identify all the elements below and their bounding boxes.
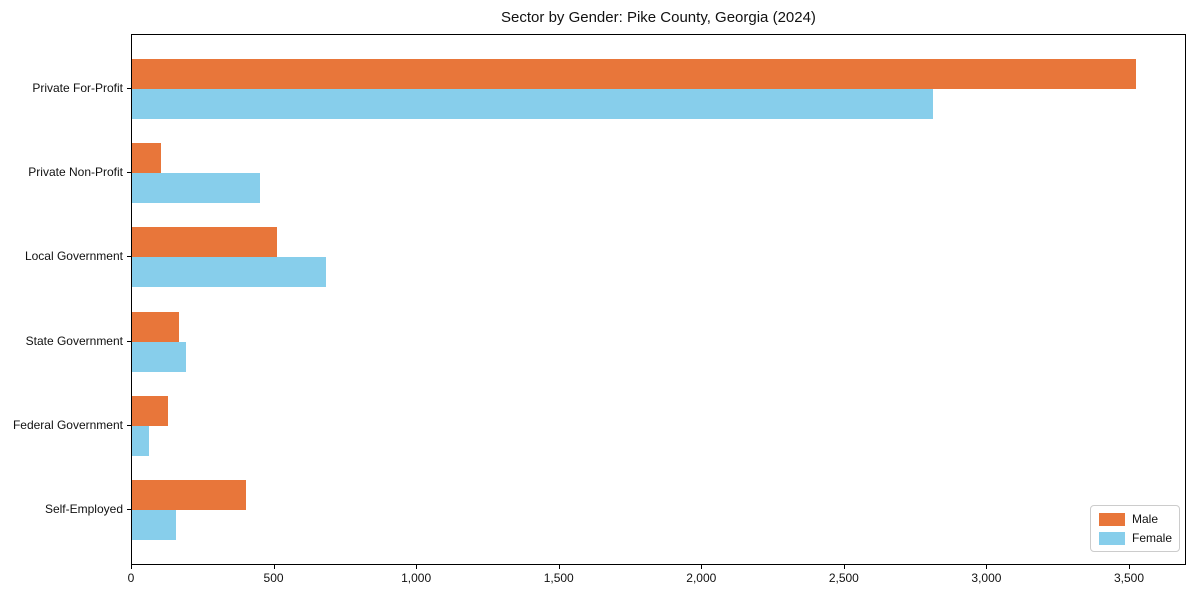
y-tick-label-self-employed: Self-Employed	[44, 502, 123, 516]
bar-male-state-government	[132, 311, 180, 342]
bar-male-private-non-profit	[132, 143, 161, 174]
x-tick-mark	[701, 565, 703, 569]
x-tick-mark	[131, 565, 132, 569]
bar-female-local-government	[132, 257, 326, 288]
bar-female-private-non-profit	[132, 173, 261, 204]
x-tick-label-2500: 2,500	[828, 571, 859, 585]
x-tick-label-1000: 1,000	[401, 571, 432, 585]
legend-entry-female: Female	[1099, 531, 1173, 545]
bar-female-state-government	[132, 341, 187, 372]
x-tick-mark	[843, 565, 845, 569]
legend-label-male: Male	[1132, 512, 1159, 526]
x-tick-mark	[1129, 565, 1130, 569]
x-tick-label-500: 500	[263, 571, 284, 585]
legend-entry-male: Male	[1099, 512, 1171, 526]
legend-label-female: Female	[1132, 531, 1173, 545]
x-tick-label-3000: 3,000	[971, 571, 1002, 585]
bar-male-local-government	[132, 227, 278, 258]
bar-female-self-employed	[132, 510, 177, 540]
x-tick-mark	[273, 565, 275, 569]
legend-swatch-female	[1099, 531, 1125, 545]
x-tick-mark	[558, 565, 560, 569]
legend-swatch-male	[1099, 512, 1125, 526]
y-tick-label-state-government: State Government	[25, 333, 123, 348]
y-tick-mark	[127, 509, 131, 510]
y-tick-label-private-for-profit: Private For-Profit	[32, 81, 123, 95]
x-tick-label-1500: 1,500	[543, 571, 574, 585]
chart-title: Sector by Gender: Pike County, Georgia (…	[501, 9, 816, 26]
bar-female-federal-government	[132, 425, 150, 456]
y-tick-label-federal-government: Federal Government	[12, 417, 123, 432]
bar-male-private-for-profit	[132, 59, 1136, 89]
y-tick-mark	[127, 172, 131, 174]
x-tick-label-2000: 2,000	[686, 571, 717, 585]
x-tick-mark	[416, 565, 418, 569]
x-tick-label-0: 0	[127, 571, 135, 585]
y-tick-label-local-government: Local Government	[24, 249, 123, 264]
plot-area	[131, 34, 1186, 565]
bar-female-private-for-profit	[132, 89, 934, 119]
x-tick-mark	[986, 565, 988, 569]
y-tick-mark	[127, 256, 131, 258]
y-tick-mark	[127, 424, 131, 426]
bar-male-self-employed	[132, 480, 247, 510]
y-tick-label-private-non-profit: Private Non-Profit	[28, 165, 123, 180]
x-tick-label-3500: 3,500	[1113, 571, 1145, 585]
bar-male-federal-government	[132, 395, 168, 426]
y-tick-mark	[127, 340, 131, 342]
legend: Male Female	[1090, 505, 1180, 552]
y-tick-mark	[127, 88, 131, 89]
